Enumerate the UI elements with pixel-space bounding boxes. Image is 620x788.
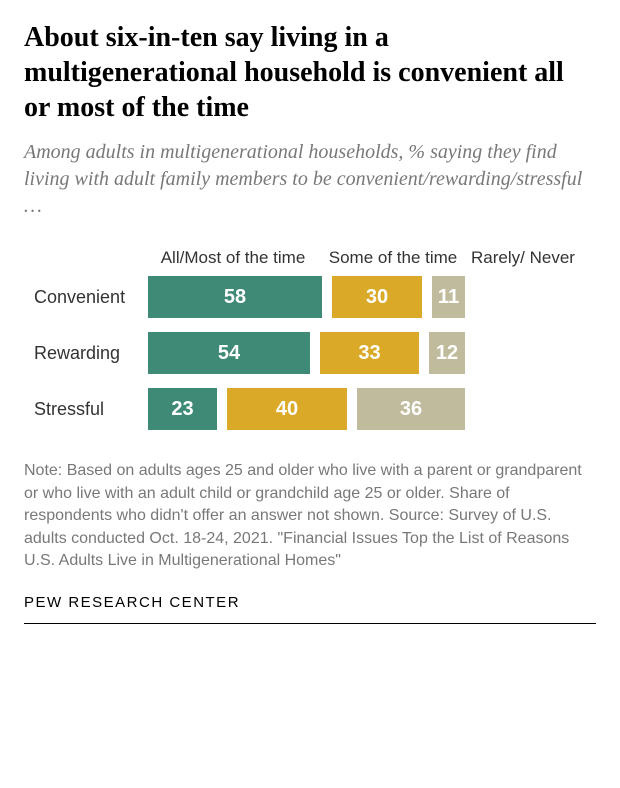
bar: 40 bbox=[227, 388, 347, 430]
column-header: All/Most of the time bbox=[148, 248, 318, 268]
bar: 23 bbox=[148, 388, 217, 430]
chart-row: Stressful234036 bbox=[34, 388, 596, 430]
chart-note: Note: Based on adults ages 25 and older … bbox=[24, 460, 596, 572]
chart-row: Convenient583011 bbox=[34, 276, 596, 318]
bar: 33 bbox=[320, 332, 419, 374]
bar: 30 bbox=[332, 276, 422, 318]
chart-row: Rewarding543312 bbox=[34, 332, 596, 374]
chart: All/Most of the timeSome of the timeRare… bbox=[34, 248, 596, 430]
row-label: Stressful bbox=[34, 399, 148, 420]
bottom-rule bbox=[24, 623, 596, 624]
bar: 54 bbox=[148, 332, 310, 374]
column-header: Rarely/ Never bbox=[468, 248, 578, 268]
source-footer: PEW RESEARCH CENTER bbox=[24, 594, 596, 611]
bar: 11 bbox=[432, 276, 465, 318]
bar: 58 bbox=[148, 276, 322, 318]
chart-subtitle: Among adults in multigenerational househ… bbox=[24, 139, 596, 220]
bars-container: 543312 bbox=[148, 332, 596, 374]
bars-container: 234036 bbox=[148, 388, 596, 430]
bar: 12 bbox=[429, 332, 465, 374]
column-header: Some of the time bbox=[318, 248, 468, 268]
header-spacer bbox=[34, 248, 148, 268]
chart-title: About six-in-ten say living in a multige… bbox=[24, 20, 596, 125]
row-label: Rewarding bbox=[34, 343, 148, 364]
bar: 36 bbox=[357, 388, 465, 430]
bars-container: 583011 bbox=[148, 276, 596, 318]
column-headers: All/Most of the timeSome of the timeRare… bbox=[34, 248, 596, 268]
row-label: Convenient bbox=[34, 287, 148, 308]
